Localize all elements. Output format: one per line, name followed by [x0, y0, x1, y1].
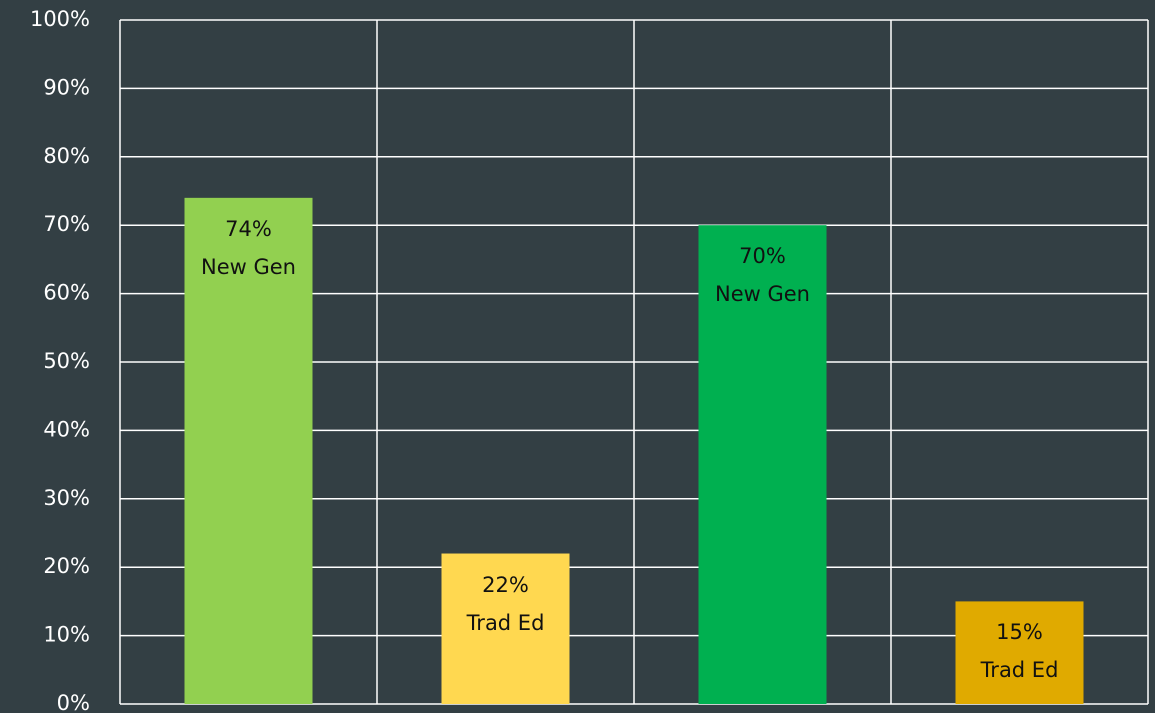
bar-name-label: Trad Ed [466, 610, 545, 635]
bar-value-label: 74% [225, 216, 272, 241]
bar [184, 197, 313, 704]
bar-name-label: Trad Ed [980, 658, 1059, 683]
y-tick-label: 0% [57, 691, 90, 713]
y-tick-label: 10% [43, 623, 90, 647]
bar-value-label: 15% [996, 620, 1043, 645]
y-tick-label: 20% [43, 554, 90, 578]
bar [955, 601, 1084, 704]
bar-value-label: 70% [739, 244, 786, 269]
y-tick-label: 70% [43, 212, 90, 236]
y-tick-label: 90% [43, 75, 90, 99]
bar [698, 225, 827, 704]
y-tick-label: 100% [30, 7, 90, 31]
bar-name-label: New Gen [715, 282, 810, 307]
bar [441, 553, 570, 704]
y-tick-label: 40% [43, 417, 90, 441]
bar-value-label: 22% [482, 572, 529, 597]
y-tick-label: 50% [43, 349, 90, 373]
bar-name-label: New Gen [201, 254, 296, 279]
y-tick-label: 80% [43, 144, 90, 168]
y-tick-label: 60% [43, 281, 90, 305]
y-tick-label: 30% [43, 486, 90, 510]
